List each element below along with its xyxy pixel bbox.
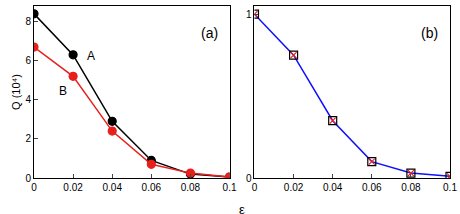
svg-text:2: 2 [25,133,31,144]
svg-text:Q (10⁴): Q (10⁴) [10,74,22,110]
svg-text:0.06: 0.06 [142,182,162,193]
svg-text:0.02: 0.02 [63,182,83,193]
svg-text:0.1: 0.1 [443,182,457,193]
svg-text:ε: ε [239,202,245,214]
svg-text:0.08: 0.08 [181,182,201,193]
svg-text:1: 1 [246,9,252,20]
svg-text:(a): (a) [201,25,218,41]
svg-text:4: 4 [25,94,31,105]
svg-text:A: A [87,49,95,63]
svg-text:B: B [59,84,67,98]
svg-text:0.04: 0.04 [323,182,343,193]
svg-text:0: 0 [252,182,258,193]
svg-text:0: 0 [246,173,252,184]
svg-text:0.06: 0.06 [362,182,382,193]
svg-text:0.1: 0.1 [223,182,237,193]
svg-text:0.02: 0.02 [284,182,304,193]
svg-text:0.04: 0.04 [102,182,122,193]
svg-text:6: 6 [25,55,31,66]
svg-text:0: 0 [31,182,37,193]
svg-text:0: 0 [25,173,31,184]
svg-text:8: 8 [25,16,31,27]
svg-text:(b): (b) [421,25,438,41]
svg-text:0.08: 0.08 [401,182,421,193]
